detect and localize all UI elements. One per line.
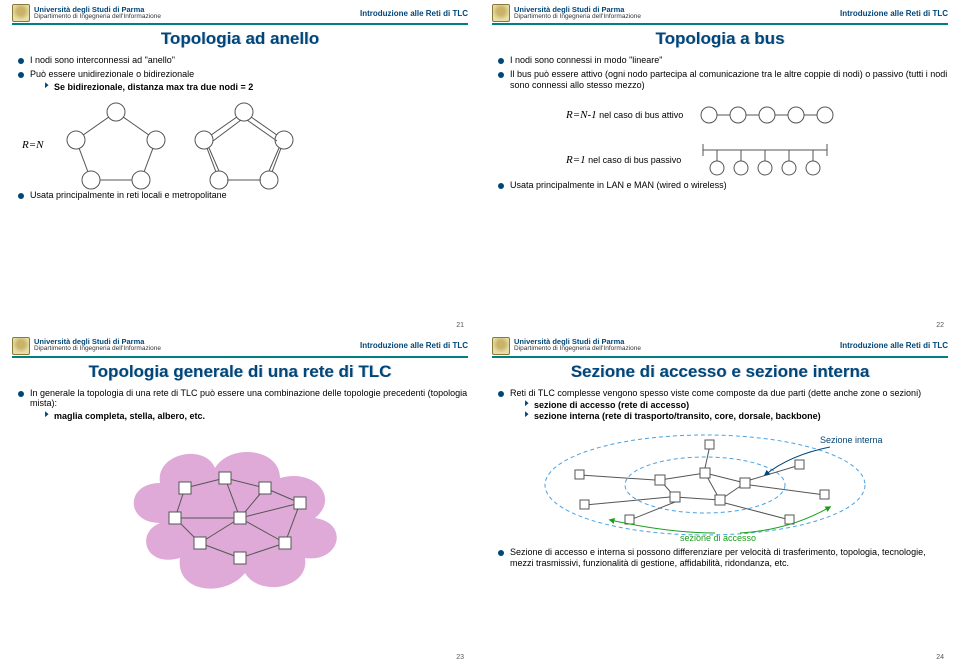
slide-ring: Università degli Studi di Parma Dipartim…	[0, 0, 480, 333]
ring-diagram-2	[189, 100, 299, 190]
bus-eq-active: R=N-1	[566, 109, 597, 121]
label-internal: Sezione interna	[820, 435, 883, 445]
slide-sections: Università degli Studi di Parma Dipartim…	[480, 333, 960, 665]
header: Università degli Studi di Parma Dipartim…	[12, 337, 468, 358]
header: Università degli Studi di Parma Dipartim…	[12, 4, 468, 25]
crest-icon	[492, 4, 510, 22]
sub-bullet: Se bidirezionale, distanza max tra due n…	[44, 82, 468, 93]
bullet: Sezione di accesso e interna si possono …	[498, 547, 948, 569]
bus-passive-diagram	[695, 140, 835, 180]
bullet-text: In generale la topologia di una rete di …	[30, 388, 467, 409]
course-title: Introduzione alle Reti di TLC	[840, 341, 948, 350]
page-number: 23	[456, 654, 464, 661]
crest-icon	[492, 337, 510, 355]
department-name: Dipartimento di Ingegneria dell'Informaz…	[34, 346, 161, 353]
slide-bus: Università degli Studi di Parma Dipartim…	[480, 0, 960, 333]
department-name: Dipartimento di Ingegneria dell'Informaz…	[34, 14, 161, 21]
ring-equation: R=N	[22, 139, 43, 151]
bullet-text: Può essere unidirezionale o bidirezional…	[30, 69, 194, 79]
course-title: Introduzione alle Reti di TLC	[360, 341, 468, 350]
sub-bullet: sezione di accesso (rete di accesso)	[524, 400, 948, 411]
department-name: Dipartimento di Ingegneria dell'Informaz…	[514, 346, 641, 353]
bus-active-diagram	[697, 100, 837, 130]
crest-icon	[12, 337, 30, 355]
sub-bullet: maglia completa, stella, albero, etc.	[44, 411, 468, 422]
bullet: Usata principalmente in reti locali e me…	[18, 190, 468, 201]
page-number: 22	[936, 322, 944, 329]
slide-general: Università degli Studi di Parma Dipartim…	[0, 333, 480, 665]
bus-eq-passive-label: nel caso di bus passivo	[588, 155, 681, 165]
crest-icon	[12, 4, 30, 22]
department-name: Dipartimento di Ingegneria dell'Informaz…	[514, 14, 641, 21]
bullet: Può essere unidirezionale o bidirezional…	[18, 69, 468, 93]
slide-title: Topologia a bus	[492, 29, 948, 49]
bus-eq-active-label: nel caso di bus attivo	[599, 110, 683, 120]
label-access: sezione di accesso	[680, 533, 756, 543]
ring-diagram-1	[61, 100, 171, 190]
bullet: Il bus può essere attivo (ogni nodo part…	[498, 69, 948, 91]
slide-title: Topologia ad anello	[12, 29, 468, 49]
cloud-network-diagram	[115, 428, 365, 598]
bullet: I nodi sono interconnessi ad "anello"	[18, 55, 468, 66]
sub-bullet: sezione interna (rete di trasporto/trans…	[524, 411, 948, 422]
slide-title: Sezione di accesso e sezione interna	[492, 362, 948, 382]
bullet: Usata principalmente in LAN e MAN (wired…	[498, 180, 948, 191]
bullet: In generale la topologia di una rete di …	[18, 388, 468, 422]
course-title: Introduzione alle Reti di TLC	[360, 9, 468, 18]
bullet: I nodi sono connessi in modo "lineare"	[498, 55, 948, 66]
course-title: Introduzione alle Reti di TLC	[840, 9, 948, 18]
page-number: 21	[456, 322, 464, 329]
bus-eq-passive: R=1	[566, 154, 586, 166]
header: Università degli Studi di Parma Dipartim…	[492, 337, 948, 358]
header: Università degli Studi di Parma Dipartim…	[492, 4, 948, 25]
page-number: 24	[936, 654, 944, 661]
bullet-text: Reti di TLC complesse vengono spesso vis…	[510, 388, 921, 398]
bullet: Reti di TLC complesse vengono spesso vis…	[498, 388, 948, 422]
sections-diagram: Sezione interna sezione di accesso	[530, 425, 910, 545]
slide-title: Topologia generale di una rete di TLC	[12, 362, 468, 382]
